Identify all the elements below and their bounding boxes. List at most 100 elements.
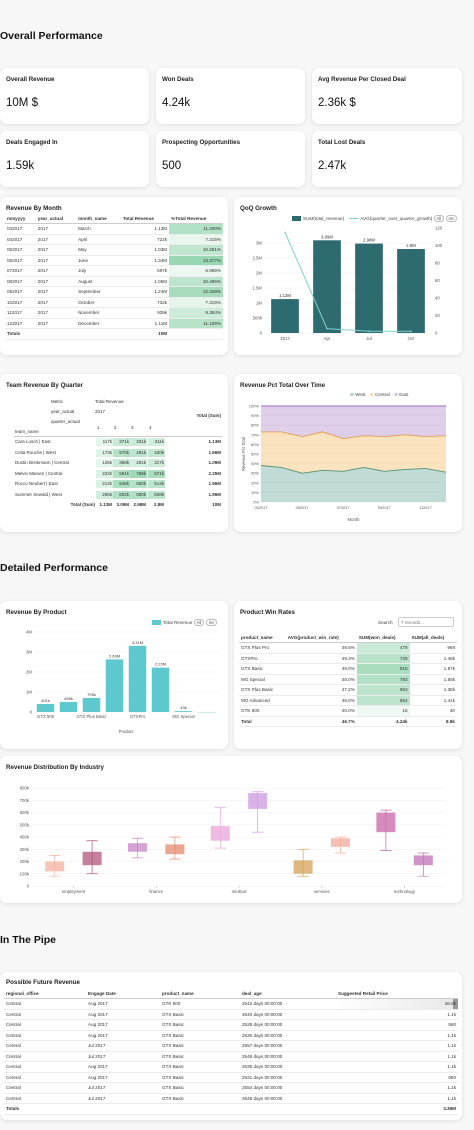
- col-header[interactable]: Total Revenue: [120, 213, 170, 224]
- x-axis-title: Product: [119, 729, 135, 734]
- y-tick-label: 2M: [26, 670, 32, 675]
- table-row[interactable]: 082017 2017 August 1.05M 10.495%: [5, 276, 223, 287]
- x-tick-label: 2017: [280, 336, 290, 341]
- bar-data-label: 3.31M: [132, 640, 143, 645]
- col-header[interactable]: SUM(all_deals): [409, 632, 457, 643]
- legend-label[interactable]: SUM(total_revenue): [303, 216, 345, 221]
- y-tick-label: 50%: [251, 452, 259, 457]
- table-row[interactable]: GTX Plus Pro 49.5% 479 968: [239, 642, 457, 654]
- table-row[interactable]: GTX Basic 49.0% 915 1.87k: [239, 663, 457, 675]
- table-cell: Aug 2017: [86, 1072, 160, 1083]
- table-row[interactable]: 122017 2017 December 1.11M 11.109%: [5, 318, 223, 329]
- table-cell: 2528 days 00:00:00: [240, 1019, 336, 1031]
- table-cell: 042017: [5, 234, 36, 245]
- table-cell: 1.1k: [336, 1030, 458, 1041]
- table-row[interactable]: MG Special 48.0% 793 1.65k: [239, 674, 457, 685]
- legend-label[interactable]: East: [399, 392, 409, 397]
- table-row[interactable]: Central Aug 2017 GTX Basic 2530 days 00:00:…: [4, 1030, 458, 1041]
- y2-tick-label: 0: [435, 331, 438, 336]
- table-cell: 2017: [35, 307, 77, 319]
- table-row[interactable]: Central Aug 2017 GTX Basic 2528 days 00:00:…: [4, 1019, 458, 1031]
- win-rates-table: product_name AVG(product_win_rate) SUM(w…: [239, 632, 457, 727]
- table-row[interactable]: Central Aug 2017 GTX Basic 2540 days 00:00:…: [4, 1009, 458, 1020]
- kpi-label: Deals Engaged In: [6, 139, 58, 146]
- total-cell: 4.24k: [356, 716, 410, 727]
- col-header[interactable]: month_name: [76, 213, 121, 224]
- table-row[interactable]: Central Aug 2017 GTX Basic 2539 days 00:00:…: [4, 1061, 458, 1073]
- table-row[interactable]: Central Jul 2017 GTX Basic 2548 days 00:00:…: [4, 1093, 458, 1104]
- table-cell: May: [76, 244, 121, 256]
- table-cell: 072017: [5, 265, 36, 277]
- table-cell: July: [76, 265, 121, 277]
- pivot-grand-total: 10M: [212, 502, 221, 507]
- table-row[interactable]: Central Jul 2017 GTX Basic 2554 days 00:00:…: [4, 1082, 458, 1094]
- all-pill[interactable]: All: [193, 619, 205, 626]
- x-tick-label: 032017: [255, 505, 268, 510]
- table-row[interactable]: MG Advanced 46.0% 654 1.41k: [239, 695, 457, 706]
- table-row[interactable]: GTXPro 49.3% 729 1.48k: [239, 653, 457, 664]
- pivot-row-label: Summer Sewald | West: [15, 491, 62, 497]
- col-header[interactable]: regional_office: [4, 988, 86, 999]
- table-row[interactable]: 042017 2017 April 722k 7.215%: [5, 234, 223, 245]
- table-total-row: Totals 10M: [5, 328, 223, 340]
- search-input[interactable]: [398, 617, 454, 627]
- table-header-row: regional_office Engage Date product_name…: [4, 988, 458, 999]
- col-header[interactable]: deal_age: [240, 988, 336, 999]
- col-header[interactable]: %Total Revenue: [169, 213, 223, 224]
- total-cell: Total: [239, 716, 286, 727]
- table-cell: 1.1k: [336, 1051, 458, 1062]
- table-row[interactable]: 032017 2017 March 1.13M 11.340%: [5, 223, 223, 235]
- box-medical: [248, 793, 268, 809]
- pivot-cell: 591k: [113, 469, 130, 478]
- table-row[interactable]: 092017 2017 September 1.24M 12.348%: [5, 286, 223, 298]
- bar-data-label: 43k: [180, 705, 186, 710]
- y-axis-title: Revenue Pct Total: [241, 437, 246, 471]
- table-row[interactable]: GTX Plus Basic 47.2% 653 1.38k: [239, 684, 457, 696]
- all-pill[interactable]: All: [433, 215, 445, 222]
- kpi-label: Won Deals: [162, 76, 194, 83]
- table-cell: 10.495%: [169, 276, 223, 287]
- table-row[interactable]: 062017 2017 June 1.34M 13.377%: [5, 255, 223, 266]
- team-revenue-card: Team Revenue By Quarter Metric Total Reve…: [0, 374, 228, 532]
- table-row[interactable]: Central Jul 2017 GTX Basic 2557 days 00:00:…: [4, 1040, 458, 1052]
- pivot-cell: 371k: [113, 438, 130, 446]
- table-row[interactable]: 052017 2017 May 1.03M 10.251%: [5, 244, 223, 256]
- table-row[interactable]: 072017 2017 July 697k 6.965%: [5, 265, 223, 277]
- col-header[interactable]: year_actual: [35, 213, 77, 224]
- legend-label[interactable]: AVG(quarter_over_quarter_growth): [360, 216, 433, 221]
- inv-pill[interactable]: Inv: [445, 215, 458, 222]
- table-row[interactable]: 102017 2017 October 732k 7.316%: [5, 297, 223, 308]
- col-header[interactable]: Suggested Retail Price: [336, 988, 458, 999]
- qoq-growth-line: [284, 232, 411, 332]
- box-services: [293, 860, 313, 874]
- y-tick-label: 0%: [253, 500, 259, 505]
- pivot-quarter-header: 1: [97, 425, 100, 430]
- pivot-cell: 514k: [148, 480, 165, 488]
- col-header[interactable]: SUM(won_deals): [356, 632, 410, 643]
- table-cell: 654: [356, 695, 410, 706]
- col-header[interactable]: Engage Date: [86, 988, 160, 999]
- col-header[interactable]: mmyyyy: [5, 213, 36, 224]
- legend-label[interactable]: Total Revenue: [163, 620, 193, 625]
- pivot-row-total: 1.09M: [208, 460, 221, 465]
- legend-label[interactable]: West: [355, 392, 366, 397]
- table-cell: 122017: [5, 318, 36, 329]
- col-header[interactable]: product_name: [239, 632, 286, 643]
- table-cell: August: [76, 276, 121, 287]
- table-row[interactable]: GTK 500 40.0% 15 40: [239, 705, 457, 717]
- table-row[interactable]: Central Aug 2017 GTX Basic 2531 days 00:00:…: [4, 1072, 458, 1083]
- col-header[interactable]: product_name: [160, 988, 240, 999]
- inv-pill[interactable]: Inv: [205, 619, 218, 626]
- table-row[interactable]: Central Jul 2017 GTX Basic 2548 days 00:00:…: [4, 1051, 458, 1062]
- y-tick-label: 0: [30, 710, 33, 715]
- table-cell: 2540 days 00:00:00: [240, 1009, 336, 1020]
- table-cell: GTX Basic: [160, 1009, 240, 1020]
- bar-data-label: 3.09M: [321, 234, 333, 239]
- col-header[interactable]: AVG(product_win_rate): [285, 632, 357, 643]
- legend-label[interactable]: Central: [374, 392, 390, 397]
- table-row[interactable]: Central Aug 2017 GTK 500 2542 days 00:00:00…: [4, 998, 458, 1010]
- table-cell: 2554 days 00:00:00: [240, 1082, 336, 1094]
- table-row[interactable]: 112017 2017 November 939k 9.384%: [5, 307, 223, 319]
- y-tick-label: 700k: [20, 798, 30, 803]
- pivot-row-label: Celia Rouche | West: [15, 449, 56, 455]
